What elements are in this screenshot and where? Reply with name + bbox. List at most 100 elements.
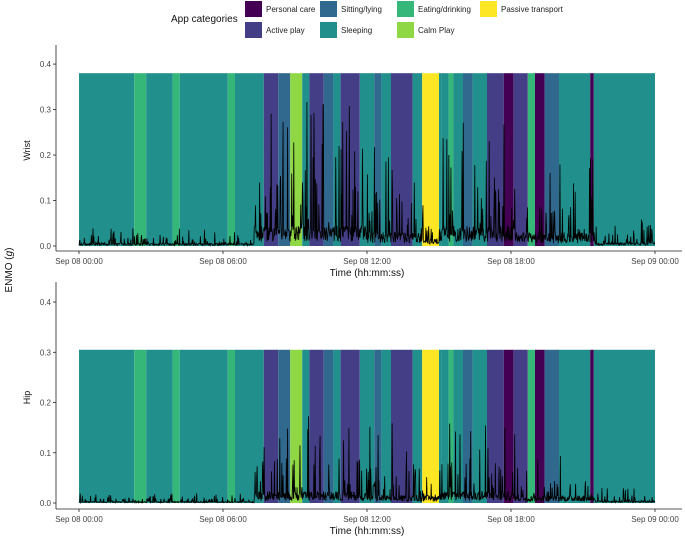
y-tick-label: 0.0 [40, 499, 52, 508]
enmo-series-hip [78, 416, 656, 505]
band-active-play-14 [340, 73, 360, 246]
band-sitting-lying-32 [544, 73, 559, 246]
band-sleeping-10 [302, 73, 310, 246]
y-tick-label: 0.1 [40, 449, 52, 458]
band-active-play-7 [263, 349, 279, 503]
band-eating-drinking-23 [448, 349, 454, 503]
band-sleeping-26 [472, 349, 487, 503]
x-tick-label: Sep 08 00:00 [55, 515, 103, 524]
legend-swatch-eating-drinking [397, 1, 414, 17]
band-personal-care-34 [590, 73, 594, 246]
band-eating-drinking-1 [134, 73, 147, 246]
band-eating-drinking-3 [172, 73, 180, 246]
band-passive-transport-20 [422, 349, 439, 503]
panel-wrist: 0.0 0.1 0.2 0.3 0.4 Sep 08 00:00 Sep 08 06:00 S… [22, 45, 682, 279]
band-eating-drinking-1 [134, 349, 147, 503]
band-personal-care-28 [503, 349, 514, 503]
band-personal-care-31 [535, 349, 545, 503]
legend-swatch-sitting-lying [320, 1, 337, 17]
band-active-play-27 [487, 349, 504, 503]
x-tick-label: Sep 08 06:00 [199, 257, 247, 266]
band-eating-drinking-5 [227, 73, 235, 246]
y-tick-label: 0.1 [40, 197, 52, 206]
y-tick-label: 0.4 [40, 60, 52, 69]
y-tick-label: 0.4 [40, 298, 52, 307]
legend-swatch-sleeping [320, 22, 337, 38]
y-tick-label: 0.3 [40, 106, 52, 115]
band-eating-drinking-5 [227, 349, 235, 503]
x-tick-label: Sep 09 00:00 [631, 515, 679, 524]
legend-label-sleeping: Sleeping [341, 26, 372, 35]
band-sleeping-6 [235, 349, 264, 503]
band-sitting-lying-32 [544, 349, 559, 503]
band-sleeping-33 [559, 349, 591, 503]
legend-swatch-calm-play [397, 22, 414, 38]
band-sleeping-35 [593, 349, 655, 503]
band-active-play-18 [391, 349, 413, 503]
legend-label-passive-transport: Passive transport [501, 5, 564, 14]
band-sleeping-17 [381, 349, 391, 503]
legend-label-active-play: Active play [266, 26, 305, 35]
band-sleeping-0 [79, 349, 135, 503]
band-sleeping-13 [333, 349, 341, 503]
legend-label-sitting-lying: Sitting/lying [341, 5, 382, 14]
band-sleeping-15 [359, 349, 375, 503]
band-sleeping-26 [472, 73, 487, 246]
band-passive-transport-20 [422, 73, 439, 246]
legend-swatch-passive-transport [480, 1, 497, 17]
band-sleeping-22 [441, 73, 449, 246]
band-sleeping-13 [333, 73, 341, 246]
legend-title: App categories [171, 14, 238, 25]
x-tick-label: Sep 09 00:00 [631, 257, 679, 266]
shared-y-axis-title: ENMO (g) [4, 247, 15, 292]
band-sleeping-21 [439, 349, 442, 503]
band-active-play-29 [513, 349, 528, 503]
band-active-play-29 [513, 73, 528, 246]
y-title-close: ) [4, 247, 15, 250]
y-tick-label: 0.2 [40, 399, 52, 408]
band-sitting-lying-25 [463, 73, 473, 246]
band-sitting-lying-25 [463, 349, 473, 503]
legend-swatch-personal-care [245, 1, 262, 17]
band-sleeping-2 [146, 349, 173, 503]
band-eating-drinking-23 [448, 73, 454, 246]
panel-label-wrist: Wrist [22, 140, 32, 161]
x-axis-title: Time (hh:mm:ss) [330, 526, 405, 537]
band-sleeping-19 [412, 349, 423, 503]
x-tick-label: Sep 08 00:00 [55, 257, 103, 266]
band-sleeping-4 [179, 73, 228, 246]
band-active-play-11 [309, 349, 324, 503]
band-sleeping-0 [79, 73, 135, 246]
y-tick-label: 0.0 [40, 242, 52, 251]
panel-label-hip: Hip [22, 391, 32, 405]
band-sitting-lying-12 [323, 73, 334, 246]
band-personal-care-31 [535, 73, 545, 246]
band-sleeping-4 [179, 349, 228, 503]
band-sleeping-2 [146, 73, 173, 246]
y-tick-label: 0.2 [40, 151, 52, 160]
x-tick-label: Sep 08 12:00 [343, 515, 391, 524]
x-tick-label: Sep 08 06:00 [199, 515, 247, 524]
band-sitting-lying-12 [323, 349, 334, 503]
band-eating-drinking-3 [172, 349, 180, 503]
category-bands [79, 73, 655, 246]
band-active-play-14 [340, 349, 360, 503]
band-sleeping-22 [441, 349, 449, 503]
legend-swatch-active-play [245, 22, 262, 38]
band-sleeping-21 [439, 73, 442, 246]
band-sleeping-35 [593, 73, 655, 246]
band-personal-care-34 [590, 349, 594, 503]
y-title-main: ENMO ( [4, 256, 15, 293]
band-sitting-lying-16 [374, 349, 382, 503]
y-title-unit: g [4, 250, 15, 256]
band-sleeping-15 [359, 73, 375, 246]
y-tick-label: 0.3 [40, 348, 52, 357]
band-personal-care-28 [503, 73, 514, 246]
x-tick-label: Sep 08 18:00 [487, 515, 535, 524]
band-sitting-lying-16 [374, 73, 382, 246]
band-sleeping-19 [412, 73, 423, 246]
band-sleeping-24 [453, 73, 463, 246]
band-sleeping-10 [302, 349, 310, 503]
enmo-series-wrist [78, 101, 656, 248]
